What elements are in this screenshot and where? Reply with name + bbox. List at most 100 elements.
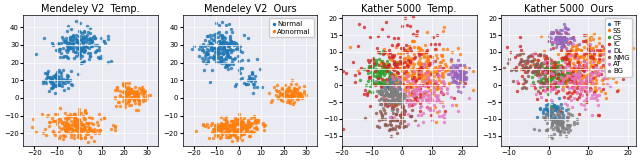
Point [392,83,403,85]
Point [582,58,592,60]
Point [554,114,564,116]
Point [444,82,454,85]
Point [542,88,552,90]
Point [414,87,424,90]
Point [553,81,563,84]
Point [223,49,233,51]
Point [564,81,575,84]
Point [394,95,404,97]
Point [551,66,561,68]
Point [451,68,461,71]
Point [139,96,149,98]
Point [574,72,584,74]
Point [557,58,567,61]
Point [128,92,138,94]
Point [83,46,93,49]
Point [597,78,607,81]
Point [557,71,568,73]
Point [434,115,444,117]
Point [556,111,566,113]
Point [461,76,472,78]
Point [593,74,603,76]
Point [81,39,92,42]
Point [580,64,590,67]
Point [545,112,556,115]
Point [403,58,413,61]
Point [420,84,431,86]
Point [408,16,418,19]
Point [90,37,100,40]
Point [55,106,65,109]
Point [433,99,444,102]
Point [406,70,417,72]
Point [387,95,397,98]
Point [213,51,223,53]
Point [363,72,373,74]
Point [78,49,88,52]
Point [409,5,419,8]
Point [535,54,545,56]
Point [134,101,145,104]
Point [410,102,420,104]
Point [226,128,236,131]
Point [86,41,97,44]
Point [391,104,401,106]
Point [44,90,54,92]
Point [571,73,581,76]
Point [529,57,540,60]
Point [379,96,389,98]
Point [66,114,76,117]
Point [580,86,591,88]
Point [540,85,550,87]
Point [511,69,522,72]
Point [70,113,80,116]
Point [133,93,143,96]
Point [452,76,462,79]
Point [224,130,234,133]
Point [557,65,568,68]
Point [120,103,130,106]
Point [592,99,602,101]
Point [440,62,450,65]
Point [543,71,554,73]
Point [384,88,394,90]
Point [589,32,599,35]
Point [285,100,295,102]
Point [380,69,390,72]
Point [433,68,444,70]
Point [572,117,582,120]
Point [294,93,305,96]
Point [559,44,569,47]
Point [390,80,401,83]
Point [520,65,531,68]
Point [559,56,569,59]
Point [235,67,245,69]
Point [289,91,299,93]
Point [526,64,536,66]
Point [582,66,592,69]
Point [122,93,132,96]
Point [243,121,253,123]
Point [538,84,548,87]
Point [387,98,397,101]
Point [591,89,601,91]
Point [397,112,408,114]
Point [223,135,234,138]
Point [250,126,260,128]
Point [435,64,445,67]
Point [137,86,147,88]
Point [388,79,398,82]
Point [284,96,294,99]
Point [122,92,132,95]
Point [460,82,470,85]
Point [381,64,391,67]
Point [527,60,538,62]
Point [424,74,435,77]
Point [385,86,396,89]
Point [390,88,400,90]
Point [586,57,596,59]
Point [382,94,392,97]
Point [218,52,228,55]
Point [458,75,468,77]
Point [239,132,249,134]
